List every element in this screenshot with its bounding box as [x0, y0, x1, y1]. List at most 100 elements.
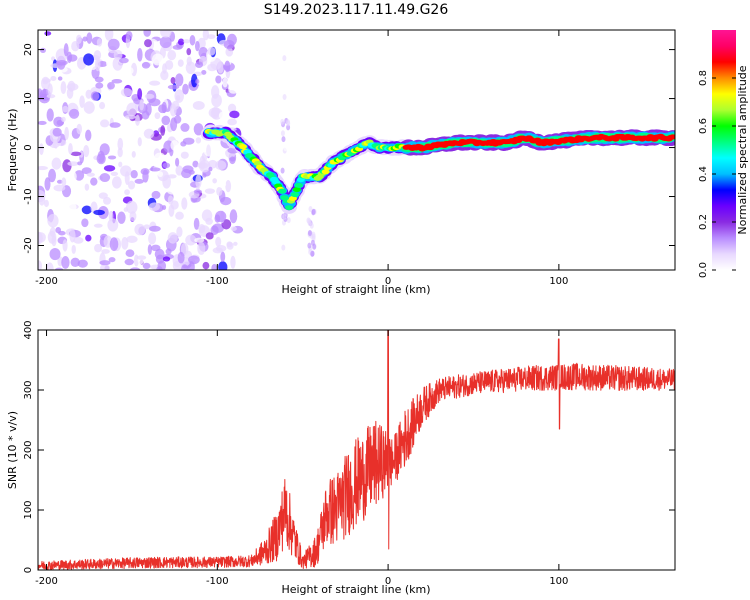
heatmap-cell	[98, 192, 108, 199]
heatmap-cell	[290, 192, 299, 198]
heatmap-cell	[68, 108, 80, 119]
heatmap-cell	[52, 37, 61, 51]
heatmap-cell	[194, 40, 200, 52]
heatmap-cell	[122, 180, 127, 190]
x-tick-label: -100	[206, 276, 229, 287]
heatmap-cells	[38, 30, 675, 270]
heatmap-cell	[211, 106, 220, 116]
heatmap-cell	[130, 170, 138, 179]
heatmap-cell	[111, 176, 122, 189]
heatmap-cell	[307, 230, 312, 237]
heatmap-cell	[181, 168, 192, 179]
heatmap-cell	[96, 153, 106, 165]
heatmap-cell	[118, 57, 129, 64]
heatmap-cell	[134, 223, 146, 236]
heatmap-cell	[283, 145, 288, 152]
heatmap-cell	[312, 243, 317, 250]
heatmap-cell	[131, 151, 136, 158]
heatmap-cell	[160, 30, 172, 38]
heatmap-cell	[280, 130, 285, 137]
y-tick-label: 200	[23, 440, 34, 459]
heatmap-cell	[82, 36, 88, 42]
snr-y-ticks: 0 100 200 300 400	[23, 320, 675, 573]
x-tick-label: 0	[385, 276, 391, 287]
heatmap-cell	[154, 112, 161, 120]
heatmap-cell	[43, 199, 49, 208]
heatmap-cell	[143, 30, 151, 37]
colorbar-tick-label: 0.8	[698, 70, 709, 86]
heatmap-cell	[112, 101, 120, 112]
heatmap-cell	[74, 170, 85, 181]
heatmap-cell	[149, 167, 161, 172]
heatmap-cell	[202, 173, 207, 178]
heatmap-cell	[222, 77, 228, 88]
heatmap-cell	[165, 60, 174, 70]
heatmap-cell	[124, 258, 134, 266]
figure-title: S149.2023.117.11.49.G26	[264, 2, 449, 18]
heatmap-cell	[161, 101, 167, 114]
heatmap-cell	[76, 34, 82, 45]
heatmap-cell	[126, 200, 138, 214]
heatmap-cell	[70, 257, 80, 267]
heatmap-cell	[48, 168, 57, 183]
heatmap-cell	[286, 120, 291, 127]
heatmap-cell	[107, 81, 115, 90]
heatmap-cell	[215, 244, 227, 252]
x-tick-label: -100	[206, 576, 229, 587]
heatmap-cell	[160, 70, 169, 81]
heatmap-cell	[215, 236, 222, 247]
heatmap-cell	[176, 226, 183, 238]
heatmap-cell	[38, 231, 43, 245]
heatmap-cell	[167, 84, 180, 90]
heatmap-cell	[230, 255, 236, 269]
heatmap-cell	[170, 200, 179, 210]
heatmap-cell	[177, 59, 184, 67]
heatmap-cell	[171, 100, 180, 110]
heatmap-cell	[162, 162, 171, 169]
heatmap-cell	[229, 110, 240, 119]
heatmap-cell	[61, 255, 70, 269]
heatmap-cell	[207, 46, 216, 56]
heatmap-cell	[113, 109, 120, 124]
heatmap-cell	[124, 171, 130, 186]
heatmap-cell	[138, 207, 150, 212]
heatmap-cell	[211, 264, 218, 270]
heatmap-cell	[93, 223, 103, 228]
x-tick-label: -200	[35, 576, 58, 587]
heatmap-cell	[147, 244, 152, 255]
heatmap-cell	[170, 76, 176, 85]
heatmap-cell	[292, 187, 301, 193]
heatmap-cell	[162, 256, 171, 262]
heatmap-cell	[148, 232, 157, 245]
heatmap-cell	[107, 155, 117, 160]
heatmap-cell	[53, 184, 66, 192]
snr-x-ticks: -200 -100 0 100	[35, 330, 568, 587]
heatmap-cell	[174, 89, 185, 103]
heatmap-cell	[311, 231, 316, 238]
heatmap-cell	[62, 105, 69, 113]
heatmap-cell	[127, 121, 136, 135]
heatmap-cell	[113, 49, 123, 60]
heatmap-cell	[52, 127, 62, 137]
heatmap-cell	[110, 171, 119, 177]
heatmap-cell	[77, 161, 83, 166]
heatmap-cell	[51, 235, 57, 247]
heatmap-cell	[280, 118, 285, 125]
heatmap-cell	[233, 241, 238, 246]
heatmap-cell	[193, 145, 198, 151]
heatmap-cell	[111, 78, 123, 84]
heatmap-cell	[44, 177, 51, 191]
snr-panel: -200 -100 0 100 0 100 200 300 400 Height of str…	[6, 320, 676, 596]
snr-y-axis-label: SNR (10 * v/v)	[6, 411, 19, 489]
heatmap-cell	[54, 267, 64, 270]
heatmap-cell	[199, 155, 206, 170]
heatmap-cell	[76, 123, 83, 135]
heatmap-cell	[167, 50, 177, 61]
heatmap-cell	[195, 137, 202, 144]
heatmap-cell	[101, 249, 110, 254]
heatmap-frame	[37, 29, 676, 271]
heatmap-cell	[220, 251, 226, 263]
heatmap-cell	[225, 180, 232, 193]
